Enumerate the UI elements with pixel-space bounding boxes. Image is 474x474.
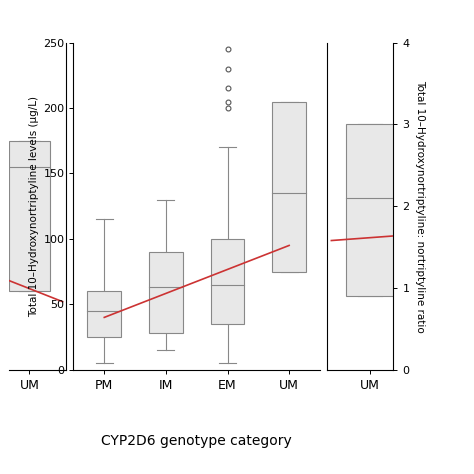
Bar (9, 141, 50, 291)
Bar (87, 291, 121, 337)
Bar (346, 124, 394, 296)
Text: CYP2D6 genotype category: CYP2D6 genotype category (101, 434, 292, 448)
Y-axis label: Total 10–Hydroxynortriptyline levels (µg/L): Total 10–Hydroxynortriptyline levels (µg… (29, 96, 39, 317)
Y-axis label: Total 10–Hydroxynortriptyline: nortriptyline ratio: Total 10–Hydroxynortriptyline: nortripty… (415, 80, 425, 333)
Bar (210, 239, 245, 324)
Bar (272, 101, 306, 272)
Bar (149, 252, 183, 333)
